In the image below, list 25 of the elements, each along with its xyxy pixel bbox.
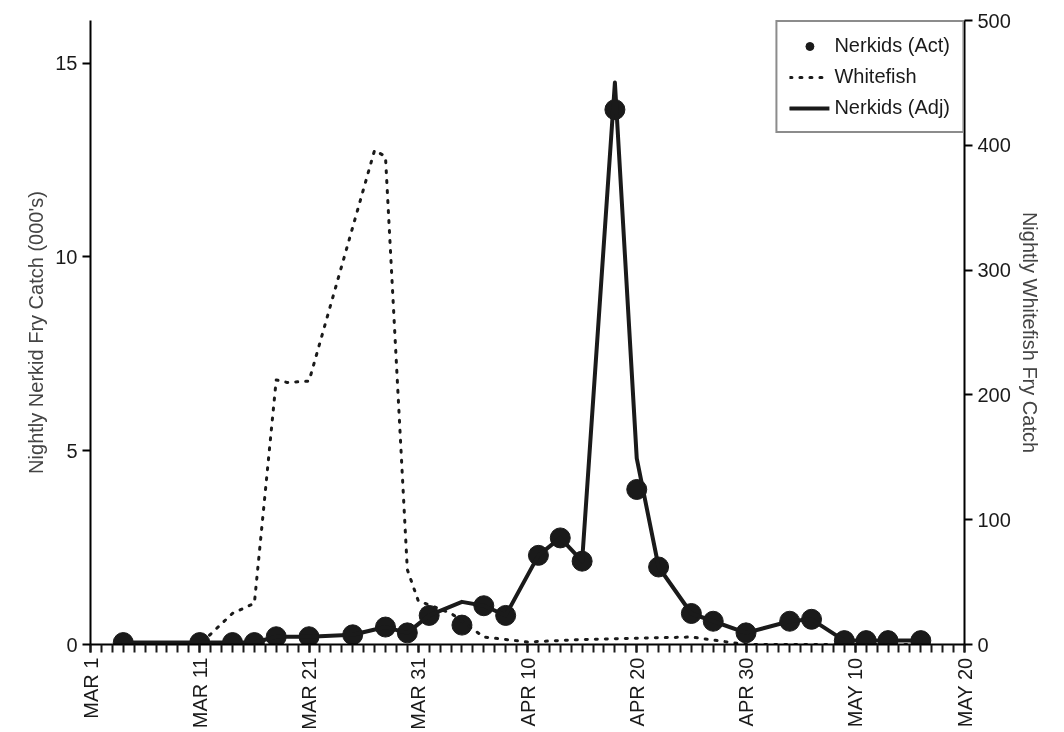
legend-label: Nerkids (Adj)	[834, 96, 950, 119]
x-tick-label: APR 20	[625, 657, 648, 727]
y2-tick-label: 0	[977, 633, 989, 656]
x-tick-label: APR 30	[735, 657, 757, 727]
y-tick-label: 5	[66, 439, 78, 462]
y2-tick-label: 400	[977, 134, 1011, 157]
point	[451, 614, 473, 636]
legend-label: Whitefish	[834, 65, 917, 88]
y2-tick-label: 300	[977, 259, 1011, 282]
y-tick-label: 15	[55, 52, 78, 75]
y2-tick-label: 100	[977, 508, 1011, 531]
y2-tick-label: 500	[977, 9, 1011, 32]
x-tick-label: MAY 10	[844, 657, 867, 728]
y-tick-label: 0	[66, 633, 78, 656]
x-tick-label: MAR 11	[188, 657, 211, 729]
x-tick-label: APR 10	[516, 657, 539, 727]
x-tick-label: MAR 1	[79, 657, 102, 719]
y2-tick-label: 200	[977, 383, 1011, 406]
x-tick-label: MAR 31	[407, 657, 430, 730]
y-axis-title: Nightly Nerkid Fry Catch (000's)	[25, 191, 48, 474]
x-tick-label: MAR 21	[298, 657, 320, 730]
y2-axis-title: Nightly Whitefish Fry Catch	[1018, 211, 1041, 454]
legend-label: Nerkids (Act)	[834, 34, 950, 57]
x-tick-label: MAY 20	[953, 657, 976, 728]
y-tick-label: 10	[55, 245, 78, 268]
